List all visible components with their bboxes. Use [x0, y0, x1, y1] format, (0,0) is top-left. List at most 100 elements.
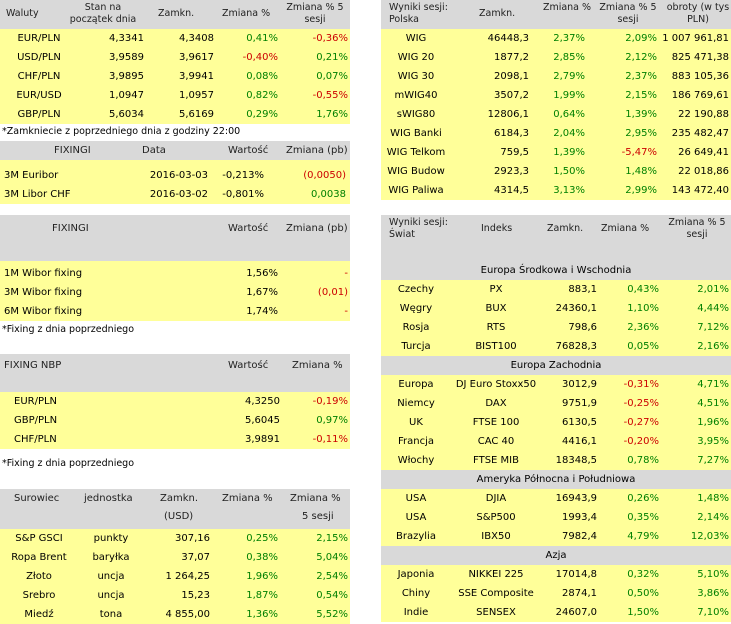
world-row-chg5: 1,96% — [697, 417, 729, 428]
world-row-index: RTS — [486, 322, 506, 333]
poland-row-turnover: 26 649,41 — [678, 147, 729, 158]
poland-row-turnover: 22 018,86 — [678, 166, 729, 177]
poland-row-chg: 2,37% — [553, 33, 585, 44]
poland-row-chg: 1,50% — [553, 166, 585, 177]
world-row: Francja CAC 40 4416,1 -0,20% 3,95% — [381, 432, 731, 451]
commodities-header-close: Zamkn. — [160, 493, 199, 504]
commodity-row-close: 37,07 — [181, 552, 210, 563]
poland-row-chg5: 2,12% — [625, 52, 657, 63]
commodity-row-chg5: 2,15% — [316, 533, 348, 544]
poland-row: WIG Banki 6184,3 2,04% 2,95% 235 482,47 — [381, 124, 731, 143]
world-group: Japonia NIKKEI 225 17014,8 0,32% 5,10% Chiny S… — [381, 565, 731, 622]
euribor-row-value: -0,213% — [222, 170, 264, 181]
commodity-row-unit: uncja — [97, 590, 125, 601]
fx-row-close: 1,0957 — [179, 90, 214, 101]
wibor-row-value: 1,74% — [246, 306, 278, 317]
world-row-country: Chiny — [401, 588, 431, 599]
wibor-note: *Fixing z dnia poprzedniego — [2, 324, 135, 335]
poland-row-chg: 1,99% — [553, 90, 585, 101]
commodity-row-chg5: 5,52% — [316, 609, 348, 620]
commodity-row-close: 307,16 — [175, 533, 210, 544]
world-row-close: 18348,5 — [555, 455, 597, 466]
nbp-row-name: EUR/PLN — [14, 396, 58, 407]
world-row-country: Rosja — [402, 322, 430, 333]
poland-rows: WIG 46448,3 2,37% 2,09% 1 007 961,81 WIG 20 18… — [381, 29, 731, 200]
poland-row-close: 3507,2 — [494, 90, 529, 101]
euribor-row-date: 2016-03-03 — [149, 170, 208, 181]
commodities-header-change: Zmiana % — [222, 493, 273, 504]
commodity-row-unit: baryłka — [92, 552, 130, 563]
poland-row-chg5: 1,39% — [625, 109, 657, 120]
poland-header-change: Zmiana % — [542, 2, 592, 13]
euribor-row: 3M Euribor 2016-03-03 -0,213% (0,0050) — [0, 166, 350, 185]
world-row-chg: 1,50% — [627, 607, 659, 618]
wibor-row-value: 1,56% — [246, 268, 278, 279]
euribor-header: FIXINGI Data Wartość Zmiana (pb) — [0, 141, 350, 160]
nbp-row-chg: -0,19% — [312, 396, 348, 407]
fx-row-close: 3,9617 — [179, 52, 214, 63]
world-row-index: FTSE 100 — [472, 417, 520, 428]
poland-row-close: 12806,1 — [487, 109, 529, 120]
poland-row-name: WIG 20 — [397, 52, 435, 63]
fx-row-name: USD/PLN — [17, 52, 61, 63]
fx-row-name: CHF/PLN — [17, 71, 61, 82]
world-row: Europa DJ Euro Stoxx50 3012,9 -0,31% 4,71% — [381, 375, 731, 394]
world-row-close: 1993,4 — [562, 512, 597, 523]
poland-row-chg5: 2,95% — [625, 128, 657, 139]
world-row-close: 7982,4 — [562, 531, 597, 542]
poland-row-chg5: 2,37% — [625, 71, 657, 82]
fx-row-chg5: 0,21% — [316, 52, 348, 63]
commodity-row-close: 15,23 — [181, 590, 210, 601]
world-header-index: Indeks — [481, 223, 513, 234]
world-row-country: Francja — [397, 436, 434, 447]
world-row-chg: 0,26% — [627, 493, 659, 504]
poland-row: WIG 20 1877,2 2,85% 2,12% 825 471,38 — [381, 48, 731, 67]
world-row: Czechy PX 883,1 0,43% 2,01% — [381, 280, 731, 299]
world-row-close: 9751,9 — [562, 398, 597, 409]
poland-table: Wyniki sesji: Polska Zamkn. Zmiana % Zmi… — [381, 0, 731, 200]
fx-row-name: GBP/PLN — [17, 109, 61, 120]
world-group-title: Azja — [381, 546, 731, 565]
poland-row: WIG Paliwa 4314,5 3,13% 2,99% 143 472,40 — [381, 181, 731, 200]
fx-row-open: 5,6034 — [109, 109, 144, 120]
nbp-row-value: 4,3250 — [245, 396, 280, 407]
poland-row-name: WIG Telkom — [386, 147, 446, 158]
euribor-header-fixing: FIXINGI — [54, 145, 91, 156]
wibor-row-name: 6M Wibor fixing — [4, 306, 83, 317]
poland-row-name: WIG — [405, 33, 427, 44]
commodities-header-name: Surowiec — [14, 493, 60, 504]
commodity-row: Złoto uncja 1 264,25 1,96% 2,54% — [0, 567, 350, 586]
world-row-index: DJIA — [485, 493, 507, 504]
euribor-row-date: 2016-03-02 — [149, 189, 208, 200]
poland-row-close: 4314,5 — [494, 185, 529, 196]
world-row-country: Czechy — [397, 284, 435, 295]
commodity-row-chg5: 5,04% — [316, 552, 348, 563]
world-row-country: Brazylia — [396, 531, 436, 542]
wibor-row-name: 1M Wibor fixing — [4, 268, 83, 279]
poland-row-turnover: 186 769,61 — [671, 90, 729, 101]
nbp-row: CHF/PLN 3,9891 -0,11% — [0, 430, 350, 449]
commodities-subheader-usd: (USD) — [164, 511, 194, 522]
fx-row: USD/PLN 3,9589 3,9617 -0,40% 0,21% — [0, 48, 350, 67]
world-row-chg5: 7,27% — [697, 455, 729, 466]
nbp-rows: EUR/PLN 4,3250 -0,19% GBP/PLN 5,6045 0,97% CHF… — [0, 392, 350, 449]
euribor-row-name: 3M Euribor — [4, 170, 59, 181]
fx-row-close: 5,6169 — [179, 109, 214, 120]
world-row-chg: 0,78% — [627, 455, 659, 466]
world-row-chg: 4,79% — [627, 531, 659, 542]
world-row-country: Europa — [398, 379, 434, 390]
world-row: Chiny SSE Composite 2874,1 0,50% 3,86% — [381, 584, 731, 603]
wibor-row: 6M Wibor fixing 1,74% - — [0, 302, 350, 321]
wibor-row-name: 3M Wibor fixing — [4, 287, 83, 298]
world-group: Czechy PX 883,1 0,43% 2,01% Węgry BUX 24360,1 1,… — [381, 280, 731, 356]
world-row-chg: 0,50% — [627, 588, 659, 599]
world-table: Wyniki sesji: Świat Indeks Zamkn. Zmiana… — [381, 215, 731, 622]
world-row: UK FTSE 100 6130,5 -0,27% 1,96% — [381, 413, 731, 432]
world-row-chg5: 4,51% — [697, 398, 729, 409]
world-row-chg5: 7,12% — [697, 322, 729, 333]
world-row-index: CAC 40 — [477, 436, 515, 447]
poland-row-close: 1877,2 — [494, 52, 529, 63]
poland-row-name: WIG 30 — [397, 71, 435, 82]
fx-row-chg5: -0,55% — [312, 90, 348, 101]
fx-note: *Zamkniecie z poprzedniego dnia z godzin… — [2, 126, 241, 137]
